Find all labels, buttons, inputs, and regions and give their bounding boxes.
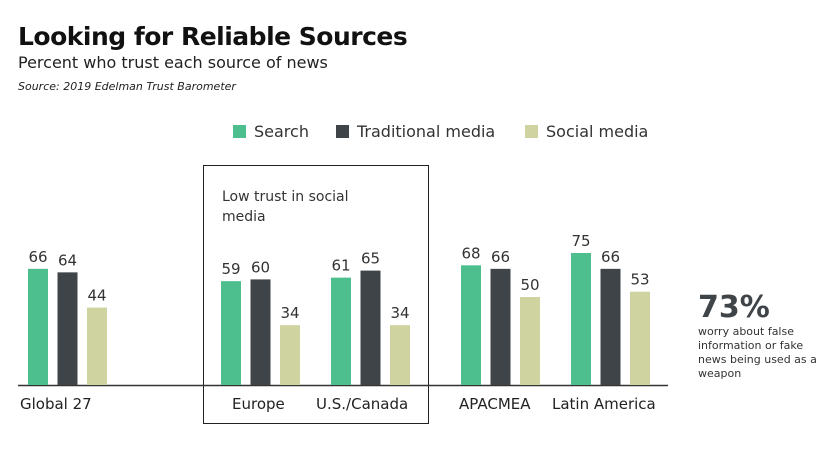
bar-1-0 (57, 272, 78, 385)
data-label: 60 (251, 258, 270, 276)
bar-0-4 (571, 253, 591, 385)
legend-swatch-traditional (336, 125, 349, 138)
callout-value: 73% (698, 290, 770, 325)
data-label: 65 (361, 250, 380, 268)
data-label: 66 (491, 248, 510, 266)
data-label: 66 (28, 248, 47, 266)
chart-subtitle: Percent who trust each source of news (18, 53, 328, 72)
legend-label: Social media (546, 122, 649, 141)
box-note: Low trust in social media (222, 189, 349, 225)
bar-2-0 (87, 307, 107, 385)
bar-1-2 (360, 270, 381, 385)
bar-0-3 (461, 265, 481, 385)
data-label: 66 (601, 248, 620, 266)
legend-search: Search (233, 122, 309, 141)
data-label: 68 (461, 244, 480, 262)
bar-1-4 (600, 268, 621, 385)
category-label: APACMEA (459, 395, 531, 413)
legend-traditional: Traditional media (336, 122, 495, 141)
data-label: 64 (58, 251, 77, 269)
data-label: 75 (571, 232, 590, 250)
category-label: Europe (232, 395, 285, 413)
legend-swatch-search (233, 125, 246, 138)
data-label: 53 (630, 271, 649, 289)
bar-1-1 (250, 279, 271, 385)
bar-2-1 (280, 325, 300, 385)
data-label: 50 (520, 276, 539, 294)
chart-title: Looking for Reliable Sources (18, 22, 408, 51)
callout-text: worry about false information or fake ne… (698, 325, 817, 380)
legend-label: Traditional media (357, 122, 496, 141)
bar-0-0 (28, 268, 48, 385)
category-label: Global 27 (20, 395, 92, 413)
legend-social: Social media (525, 122, 648, 141)
category-label: Latin America (552, 395, 656, 413)
data-label: 34 (280, 304, 299, 322)
source-note: Source: 2019 Edelman Trust Barometer (18, 80, 236, 93)
data-label: 34 (390, 304, 409, 322)
bar-2-4 (630, 291, 650, 385)
data-label: 61 (331, 257, 350, 275)
legend-swatch-social (525, 125, 538, 138)
category-label: U.S./Canada (316, 395, 408, 413)
data-label: 44 (87, 287, 106, 305)
data-label: 59 (221, 260, 240, 278)
bar-0-1 (221, 281, 241, 385)
legend-label: Search (254, 122, 309, 141)
bar-2-3 (520, 297, 540, 385)
bar-1-3 (490, 268, 511, 385)
bar-2-2 (390, 325, 410, 385)
bar-0-2 (331, 277, 351, 385)
highlight-box (203, 165, 429, 424)
